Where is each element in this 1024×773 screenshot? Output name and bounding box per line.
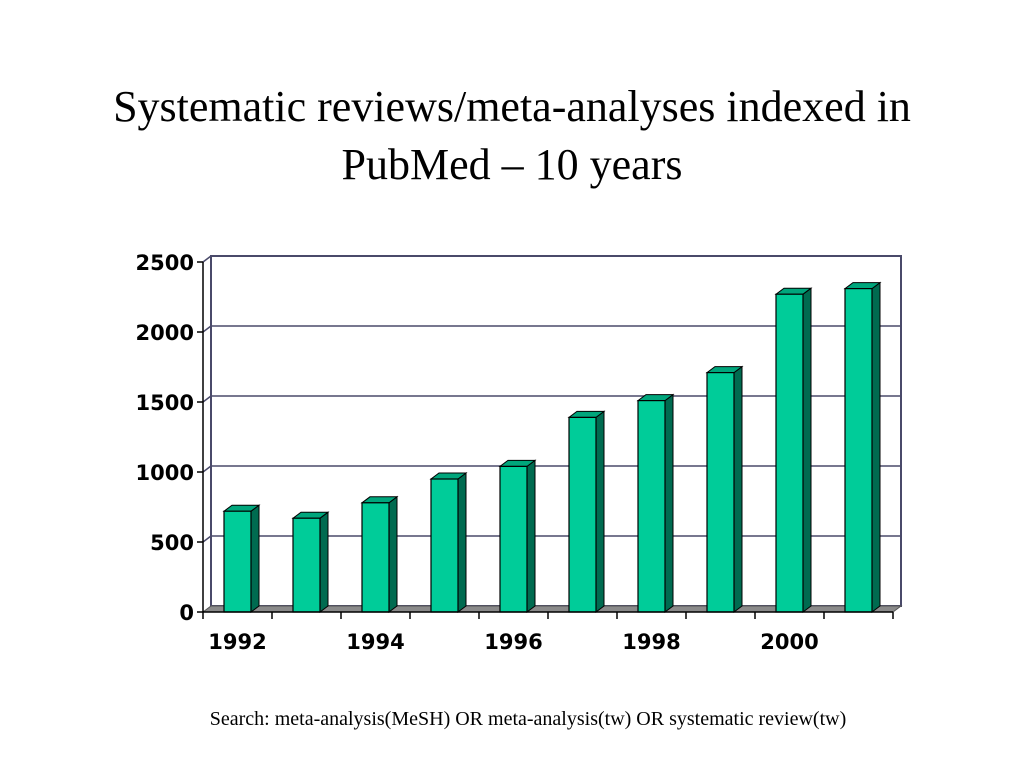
chart-axes [197,261,894,619]
x-tick-label: 1992 [208,630,266,654]
title-line-2: PubMed – 10 years [341,140,683,189]
bar-side-1994 [388,495,398,613]
bar-1997 [568,416,597,613]
y-tick-label: 2000 [136,321,194,345]
y-tick-label: 2500 [136,251,194,275]
bar-side-2001 [871,281,881,613]
bar-2000 [775,293,804,613]
bar-1996 [499,465,528,613]
bar-side-1997 [595,410,605,613]
bar-1995 [430,478,459,613]
bar-side-1995 [457,472,467,613]
bar-1994 [361,502,390,613]
gridline-side [202,325,212,333]
gridline-side [202,395,212,403]
x-axis-tick-labels: 1992 1994 1996 1998 2000 [208,630,818,654]
y-tick-label: 0 [179,601,194,625]
y-tick-label: 1000 [136,461,194,485]
search-footnote: Search: meta-analysis(MeSH) OR meta-anal… [209,708,847,730]
bar-side-2000 [802,287,812,613]
bar-1992 [223,510,252,613]
gridline-side [202,465,212,473]
bar-side-1999 [733,365,743,613]
x-tick-label: 1994 [346,630,404,654]
bar-2001 [844,288,873,613]
x-tick-label: 1998 [622,630,680,654]
gridline-side [202,535,212,543]
x-tick-label: 1996 [484,630,542,654]
slide-title: Systematic reviews/meta-analyses indexed… [60,78,964,194]
bar-side-1996 [526,459,536,613]
title-line-1: Systematic reviews/meta-analyses indexed… [113,82,911,131]
bar-side-1998 [664,393,674,613]
x-tick-label: 2000 [760,630,818,654]
bar-1998 [637,400,666,613]
bar-side-1992 [250,504,260,613]
bar-side-1993 [319,511,329,613]
y-tick-label: 500 [150,531,194,555]
y-axis-tick-labels: 0 500 1000 1500 2000 2500 [136,251,194,625]
bar-1993 [292,517,321,613]
chart-bars [222,281,882,613]
bar-1999 [706,372,735,613]
y-tick-label: 1500 [136,391,194,415]
gridline-side [202,255,212,263]
